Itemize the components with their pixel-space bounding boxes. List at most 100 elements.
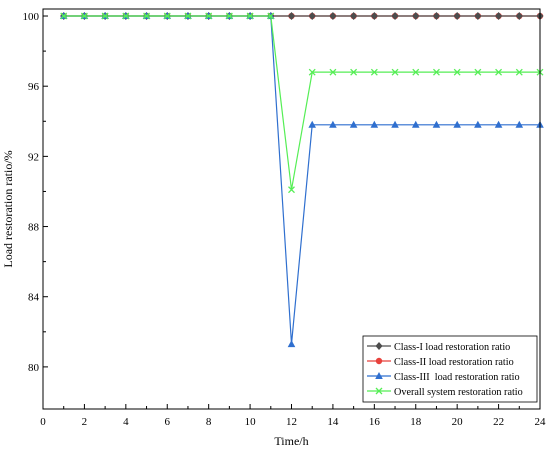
y-tick-label: 88 bbox=[28, 222, 40, 234]
data-point bbox=[375, 372, 383, 379]
data-point bbox=[225, 12, 233, 20]
data-point bbox=[391, 12, 399, 21]
data-point-stroke bbox=[391, 68, 399, 76]
data-point bbox=[370, 120, 379, 128]
data-point-stroke bbox=[375, 387, 383, 395]
data-point bbox=[308, 120, 317, 128]
data-point bbox=[80, 12, 88, 20]
series-line bbox=[63, 15, 540, 345]
y-tick-label: 80 bbox=[28, 362, 40, 374]
data-point bbox=[350, 68, 358, 76]
data-point bbox=[391, 120, 399, 128]
data-point bbox=[163, 12, 171, 20]
data-point-stroke bbox=[246, 12, 254, 20]
data-point bbox=[308, 12, 316, 21]
y-axis-label: Load restoration ratio/% bbox=[1, 150, 15, 267]
data-point bbox=[412, 68, 420, 76]
data-point bbox=[411, 120, 420, 128]
data-point bbox=[246, 12, 254, 20]
x-tick-label: 24 bbox=[535, 416, 547, 428]
data-point bbox=[412, 12, 420, 21]
series-layer bbox=[59, 12, 544, 348]
data-point bbox=[432, 68, 440, 76]
legend-label: Class-II load restoration ratio bbox=[394, 357, 514, 368]
data-point-stroke bbox=[515, 68, 523, 76]
data-point-stroke bbox=[101, 12, 109, 20]
data-point bbox=[453, 12, 461, 21]
data-point bbox=[432, 12, 440, 21]
legend-item: Overall system restoration ratio bbox=[367, 387, 523, 398]
data-point bbox=[375, 387, 383, 395]
data-point bbox=[515, 68, 523, 76]
data-point-stroke bbox=[350, 68, 358, 76]
data-point-stroke bbox=[495, 68, 503, 76]
data-point bbox=[391, 68, 399, 76]
data-point bbox=[288, 186, 295, 194]
data-point bbox=[453, 68, 461, 76]
data-point bbox=[474, 12, 482, 21]
data-point bbox=[375, 357, 383, 365]
legend-item: Class-III load restoration ratio bbox=[367, 372, 520, 383]
data-point-stroke bbox=[80, 12, 88, 20]
data-point bbox=[515, 12, 523, 21]
data-point bbox=[494, 120, 503, 128]
x-tick-label: 12 bbox=[286, 416, 297, 428]
data-point-stroke bbox=[267, 12, 275, 20]
data-point-stroke bbox=[205, 12, 213, 20]
data-point-stroke bbox=[60, 12, 68, 20]
legend-label: Class-I load restoration ratio bbox=[394, 342, 510, 353]
data-point-stroke bbox=[163, 12, 171, 20]
data-point bbox=[329, 12, 337, 21]
data-point-stroke bbox=[143, 12, 151, 20]
data-point bbox=[375, 342, 383, 350]
legend: Class-I load restoration ratio Class-II l… bbox=[362, 335, 538, 403]
x-tick-label: 22 bbox=[493, 416, 504, 428]
data-point bbox=[101, 12, 109, 20]
data-point-stroke bbox=[329, 68, 337, 76]
legend-label: Overall system restoration ratio bbox=[394, 387, 523, 398]
data-point bbox=[122, 12, 130, 20]
x-tick-label: 18 bbox=[410, 416, 422, 428]
data-point bbox=[329, 120, 337, 128]
x-tick-label: 8 bbox=[206, 416, 212, 428]
y-tick-label: 100 bbox=[23, 11, 40, 23]
data-point bbox=[349, 120, 358, 128]
data-point bbox=[60, 12, 68, 20]
x-tick-label: 2 bbox=[82, 416, 88, 428]
data-point-stroke bbox=[225, 12, 233, 20]
data-point bbox=[267, 12, 275, 20]
series-line bbox=[63, 15, 540, 190]
data-point bbox=[432, 120, 441, 128]
x-tick-label: 4 bbox=[123, 416, 129, 428]
data-point bbox=[143, 12, 151, 20]
data-point bbox=[453, 120, 461, 128]
data-point-stroke bbox=[122, 12, 130, 20]
data-point bbox=[474, 120, 482, 128]
x-tick-label: 16 bbox=[369, 416, 381, 428]
x-axis-label: Time/h bbox=[274, 434, 308, 448]
data-point bbox=[370, 12, 378, 21]
legend-item: Class-I load restoration ratio bbox=[367, 342, 510, 353]
y-tick-label: 96 bbox=[28, 81, 40, 93]
y-tick-label: 84 bbox=[28, 292, 40, 304]
x-tick-label: 0 bbox=[40, 416, 46, 428]
data-point bbox=[370, 68, 378, 76]
x-tick-label: 10 bbox=[245, 416, 257, 428]
data-point-stroke bbox=[453, 68, 461, 76]
x-tick-label: 6 bbox=[165, 416, 171, 428]
legend-box bbox=[362, 335, 538, 403]
data-point-stroke bbox=[432, 68, 440, 76]
legend-label: Class-III load restoration ratio bbox=[394, 372, 520, 383]
data-point-stroke bbox=[308, 68, 316, 76]
legend-item: Class-II load restoration ratio bbox=[367, 357, 514, 368]
series-4 bbox=[60, 12, 544, 194]
data-point bbox=[474, 68, 482, 76]
data-point bbox=[205, 12, 213, 20]
data-point bbox=[495, 12, 503, 21]
series-3 bbox=[59, 12, 544, 348]
data-point bbox=[184, 12, 192, 20]
data-point bbox=[495, 68, 503, 76]
data-point bbox=[515, 120, 524, 128]
